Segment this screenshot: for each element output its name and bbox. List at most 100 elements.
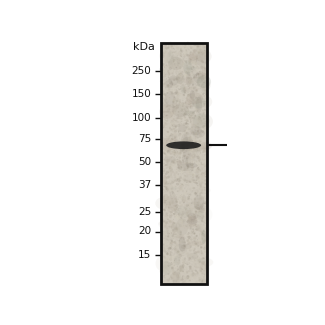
Ellipse shape <box>196 96 202 113</box>
Ellipse shape <box>197 207 200 210</box>
Ellipse shape <box>177 213 180 215</box>
Ellipse shape <box>161 88 162 89</box>
Ellipse shape <box>190 154 193 157</box>
Ellipse shape <box>162 149 165 151</box>
Ellipse shape <box>197 252 198 253</box>
Ellipse shape <box>160 218 162 220</box>
Ellipse shape <box>165 212 168 215</box>
Ellipse shape <box>164 72 165 74</box>
Ellipse shape <box>179 254 181 255</box>
Ellipse shape <box>194 121 195 122</box>
Ellipse shape <box>203 88 205 90</box>
Ellipse shape <box>188 92 189 93</box>
Ellipse shape <box>204 189 206 190</box>
Ellipse shape <box>189 114 190 115</box>
Ellipse shape <box>166 135 167 136</box>
Ellipse shape <box>204 166 206 167</box>
Ellipse shape <box>173 226 175 228</box>
Ellipse shape <box>204 203 205 204</box>
Ellipse shape <box>183 102 184 103</box>
Ellipse shape <box>169 205 171 206</box>
Ellipse shape <box>199 277 200 278</box>
Ellipse shape <box>185 88 188 90</box>
Ellipse shape <box>170 194 171 196</box>
Ellipse shape <box>174 254 175 255</box>
Ellipse shape <box>192 54 193 56</box>
Ellipse shape <box>165 91 175 106</box>
Ellipse shape <box>186 276 189 279</box>
Ellipse shape <box>192 117 195 119</box>
Ellipse shape <box>161 224 163 226</box>
Ellipse shape <box>169 199 170 200</box>
Ellipse shape <box>194 86 196 89</box>
Ellipse shape <box>190 140 192 141</box>
Ellipse shape <box>167 273 169 275</box>
Ellipse shape <box>161 81 163 84</box>
Ellipse shape <box>168 175 170 178</box>
Ellipse shape <box>168 243 169 244</box>
Ellipse shape <box>197 212 199 214</box>
Ellipse shape <box>169 265 170 266</box>
Ellipse shape <box>199 280 201 281</box>
Ellipse shape <box>200 43 203 47</box>
Ellipse shape <box>182 90 183 91</box>
Ellipse shape <box>189 142 191 143</box>
Ellipse shape <box>174 152 176 155</box>
Ellipse shape <box>193 230 195 233</box>
Ellipse shape <box>199 188 201 189</box>
Ellipse shape <box>179 240 180 241</box>
Ellipse shape <box>192 228 194 230</box>
Ellipse shape <box>176 44 178 46</box>
Ellipse shape <box>162 75 164 77</box>
Ellipse shape <box>170 121 171 122</box>
Ellipse shape <box>165 66 167 68</box>
Ellipse shape <box>180 53 181 54</box>
Ellipse shape <box>200 57 201 58</box>
Ellipse shape <box>168 73 170 75</box>
Ellipse shape <box>164 274 166 275</box>
Ellipse shape <box>206 212 208 214</box>
Ellipse shape <box>197 227 200 229</box>
Ellipse shape <box>192 140 193 142</box>
Ellipse shape <box>162 98 163 99</box>
Ellipse shape <box>172 272 180 275</box>
Ellipse shape <box>190 88 192 90</box>
Ellipse shape <box>181 54 183 55</box>
Ellipse shape <box>182 275 184 277</box>
Ellipse shape <box>160 250 162 252</box>
Ellipse shape <box>188 45 189 46</box>
Ellipse shape <box>181 267 184 269</box>
Ellipse shape <box>192 145 193 146</box>
Ellipse shape <box>160 105 163 108</box>
Ellipse shape <box>176 262 178 265</box>
Ellipse shape <box>202 144 204 146</box>
Ellipse shape <box>166 201 168 203</box>
Ellipse shape <box>201 269 202 270</box>
Ellipse shape <box>199 163 200 165</box>
Ellipse shape <box>203 231 205 232</box>
Ellipse shape <box>185 160 188 163</box>
Ellipse shape <box>180 84 185 93</box>
Ellipse shape <box>201 114 202 115</box>
Ellipse shape <box>201 52 202 53</box>
Ellipse shape <box>170 247 171 248</box>
Ellipse shape <box>172 104 189 117</box>
Ellipse shape <box>165 197 168 199</box>
Ellipse shape <box>181 197 184 200</box>
Ellipse shape <box>194 157 195 158</box>
Ellipse shape <box>202 232 203 233</box>
Ellipse shape <box>191 173 193 175</box>
Ellipse shape <box>185 60 187 62</box>
Ellipse shape <box>178 183 180 185</box>
Ellipse shape <box>191 128 192 129</box>
Ellipse shape <box>166 120 167 122</box>
Ellipse shape <box>196 45 199 47</box>
Ellipse shape <box>190 275 192 277</box>
Ellipse shape <box>161 265 163 267</box>
Ellipse shape <box>166 115 168 116</box>
Ellipse shape <box>194 141 196 143</box>
Ellipse shape <box>201 208 204 211</box>
Ellipse shape <box>182 262 185 264</box>
Ellipse shape <box>178 190 180 192</box>
Ellipse shape <box>161 84 163 86</box>
